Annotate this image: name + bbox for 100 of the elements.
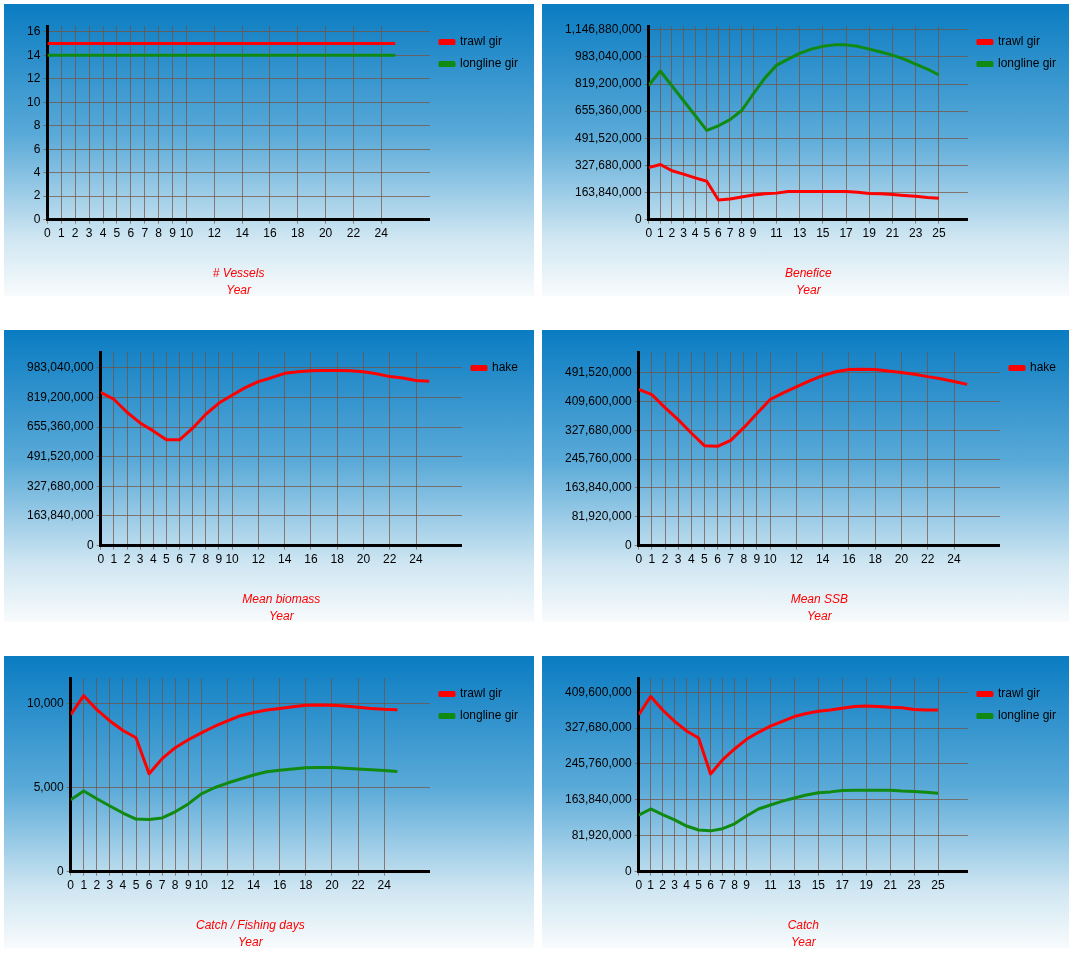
legend-label: longline gir (997, 56, 1057, 71)
y-tick-label: 163,840,000 (27, 508, 95, 523)
x-tick-label: 1 (57, 226, 65, 241)
x-tick-label: 2 (123, 552, 131, 567)
y-tick-label: 491,520,000 (575, 130, 643, 145)
y-tick-label: 163,840,000 (565, 792, 633, 807)
y-tick-label: 819,200,000 (27, 389, 95, 404)
x-tick-label: 7 (727, 552, 735, 567)
y-tick-label: 0 (635, 211, 643, 226)
x-tick-label: 10 (763, 552, 778, 567)
x-tick-label: 12 (220, 878, 235, 893)
x-tick-label: 4 (119, 878, 127, 893)
x-tick-label: 10 (225, 552, 240, 567)
x-tick-label: 21 (885, 226, 900, 241)
y-tick-label: 81,920,000 (571, 509, 633, 524)
x-tick-label: 3 (136, 552, 144, 567)
x-tick-label: 1 (657, 226, 664, 241)
y-tick-label: 5,000 (33, 779, 65, 794)
y-tick-label: 327,680,000 (565, 720, 633, 735)
y-tick-label: 14 (26, 47, 41, 62)
y-tick-label: 819,200,000 (575, 76, 643, 91)
text: Mean SSB (790, 592, 849, 606)
y-tick-label: 0 (57, 863, 65, 878)
legend-label: longline gir (997, 708, 1057, 723)
x-tick-label: 0 (97, 552, 105, 567)
x-tick-label: 0 (645, 226, 653, 241)
x-tick-label: 8 (155, 226, 163, 241)
x-tick-label: 10 (179, 226, 194, 241)
x-tick-label: 15 (816, 226, 830, 241)
x-tick-label: 21 (883, 878, 898, 893)
y-tick-label: 0 (625, 863, 633, 878)
x-tick-label: 18 (291, 226, 305, 241)
x-tick-label: 1 (80, 878, 88, 893)
y-tick-label: 163,840,000 (575, 184, 643, 199)
text: Catch / Fishing days (195, 918, 305, 932)
x-tick-label: 22 (383, 552, 397, 567)
y-tick-label: 655,360,000 (575, 103, 643, 118)
x-tick-label: 17 (835, 878, 850, 893)
x-tick-label: 14 (277, 552, 292, 567)
x-tick-label: 6 (714, 552, 722, 567)
x-tick-label: 12 (207, 226, 222, 241)
y-tick-label: 245,760,000 (565, 451, 633, 466)
y-tick-label: 327,680,000 (565, 422, 633, 437)
y-tick-label: 16 (26, 24, 41, 39)
x-tick-label: 2 (668, 226, 676, 241)
x-tick-label: 16 (304, 552, 318, 567)
text: # Vessels (212, 266, 265, 280)
x-tick-label: 16 (842, 552, 856, 567)
x-axis-title: Year (269, 609, 294, 623)
y-tick-label: 81,920,000 (571, 828, 633, 843)
x-tick-label: 5 (703, 226, 711, 241)
x-tick-label: 18 (330, 552, 345, 567)
x-tick-label: 9 (749, 226, 757, 241)
x-tick-label: 20 (356, 552, 371, 567)
x-tick-label: 4 (149, 552, 157, 567)
x-tick-label: 8 (171, 878, 179, 893)
y-tick-label: 491,520,000 (27, 448, 95, 463)
y-tick-label: 409,600,000 (565, 684, 633, 699)
legend-label: trawl gir (997, 686, 1040, 701)
x-tick-label: 16 (263, 226, 277, 241)
x-tick-label: 25 (931, 878, 946, 893)
x-tick-label: 11 (764, 878, 777, 893)
text: Catch (787, 918, 820, 932)
y-tick-label: 163,840,000 (565, 480, 633, 495)
x-tick-label: 20 (325, 878, 339, 893)
x-tick-label: 19 (859, 878, 874, 893)
x-tick-label: 5 (701, 552, 709, 567)
x-tick-label: 22 (346, 226, 361, 241)
y-tick-label: 491,520,000 (565, 364, 633, 379)
x-tick-label: 8 (740, 552, 748, 567)
y-tick-label: 983,040,000 (575, 49, 643, 64)
y-tick-label: 245,760,000 (565, 756, 633, 771)
legend-label: longline gir (459, 708, 519, 723)
x-tick-label: 6 (176, 552, 184, 567)
y-tick-label: 655,360,000 (27, 419, 95, 434)
x-tick-label: 14 (246, 878, 261, 893)
y-tick-label: 8 (33, 118, 41, 133)
x-tick-label: 25 (932, 226, 946, 241)
legend-label: hake (491, 360, 519, 375)
legend-label: trawl gir (459, 34, 502, 49)
x-axis-title: Year (807, 609, 832, 623)
x-tick-label: 11 (770, 226, 783, 241)
x-tick-label: 7 (719, 878, 727, 893)
x-axis-title: Year (226, 283, 251, 297)
x-tick-label: 8 (738, 226, 746, 241)
x-tick-label: 3 (671, 878, 679, 893)
x-tick-label: 7 (726, 226, 734, 241)
x-tick-label: 1 (648, 552, 656, 567)
legend-label: trawl gir (459, 686, 502, 701)
x-tick-label: 24 (374, 226, 389, 241)
x-tick-label: 12 (789, 552, 804, 567)
x-tick-label: 8 (202, 552, 210, 567)
x-tick-label: 10 (194, 878, 209, 893)
text: Benefice (784, 266, 832, 280)
x-tick-label: 6 (715, 226, 723, 241)
x-tick-label: 20 (318, 226, 333, 241)
x-tick-label: 9 (753, 552, 761, 567)
x-tick-label: 3 (680, 226, 688, 241)
x-tick-label: 22 (921, 552, 935, 567)
x-tick-label: 0 (67, 878, 75, 893)
